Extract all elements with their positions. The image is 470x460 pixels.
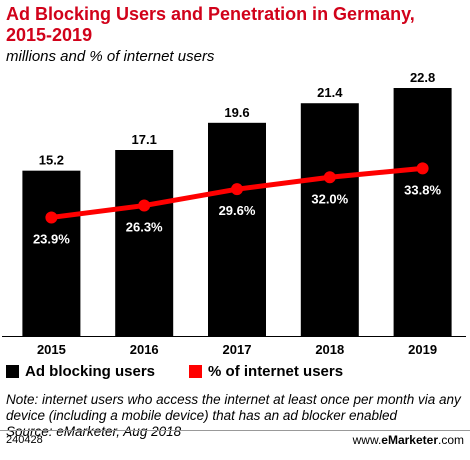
line-point-2015 [45, 211, 58, 224]
line-point-2019 [416, 162, 429, 175]
chart-title: Ad Blocking Users and Penetration in Ger… [6, 4, 415, 45]
line-value-label-2015: 23.9% [33, 231, 70, 246]
legend-swatch-bars [6, 364, 19, 378]
line-value-label-2017: 29.6% [219, 203, 256, 218]
legend-item-bars: Ad blocking users [6, 363, 155, 380]
line-point-2018 [323, 171, 336, 184]
bar-value-label-2018: 21.4 [317, 85, 343, 100]
brand-url[interactable]: www.eMarketer.com [353, 433, 464, 447]
x-tick-label-2018: 2018 [315, 342, 344, 357]
line-value-label-2019: 33.8% [404, 182, 441, 197]
bar-2017 [208, 122, 266, 337]
source-text: Source: eMarketer, Aug 2018 [6, 424, 182, 439]
line-value-label-2018: 32.0% [311, 191, 348, 206]
note-text: Note: internet users who access the inte… [6, 392, 461, 423]
x-tick-label-2017: 2017 [223, 342, 252, 357]
bar-2018 [300, 103, 359, 336]
brand-suffix: .com [437, 433, 464, 447]
chart-subtitle: millions and % of internet users [6, 48, 215, 65]
brand-name: eMarketer [381, 433, 438, 447]
bar-value-label-2016: 17.1 [132, 132, 157, 147]
brand-prefix: www. [352, 433, 382, 447]
bar-2019 [393, 88, 452, 336]
x-tick-label-2016: 2016 [130, 342, 159, 357]
legend-label-line: % of internet users [208, 362, 344, 380]
line-point-2017 [231, 183, 243, 196]
legend-label-bars: Ad blocking users [25, 362, 156, 380]
bar-value-label-2017: 19.6 [224, 105, 249, 120]
x-tick-label-2019: 2019 [408, 342, 437, 357]
bar-2016 [115, 150, 174, 336]
bar-value-label-2015: 15.2 [39, 153, 64, 168]
bar-value-label-2019: 22.8 [410, 70, 435, 85]
legend-swatch-line [189, 364, 203, 378]
footnote: Note: internet users who access the inte… [6, 392, 464, 440]
line-point-2016 [138, 199, 151, 212]
bar-2015 [22, 170, 81, 336]
line-value-label-2016: 26.3% [126, 220, 163, 235]
x-tick-label-2015: 2015 [37, 342, 66, 357]
legend-item-line: % of internet users [189, 363, 343, 380]
footer-divider [0, 430, 470, 431]
chart-id: 240428 [6, 434, 43, 446]
legend: Ad blocking users % of internet users [6, 362, 377, 380]
